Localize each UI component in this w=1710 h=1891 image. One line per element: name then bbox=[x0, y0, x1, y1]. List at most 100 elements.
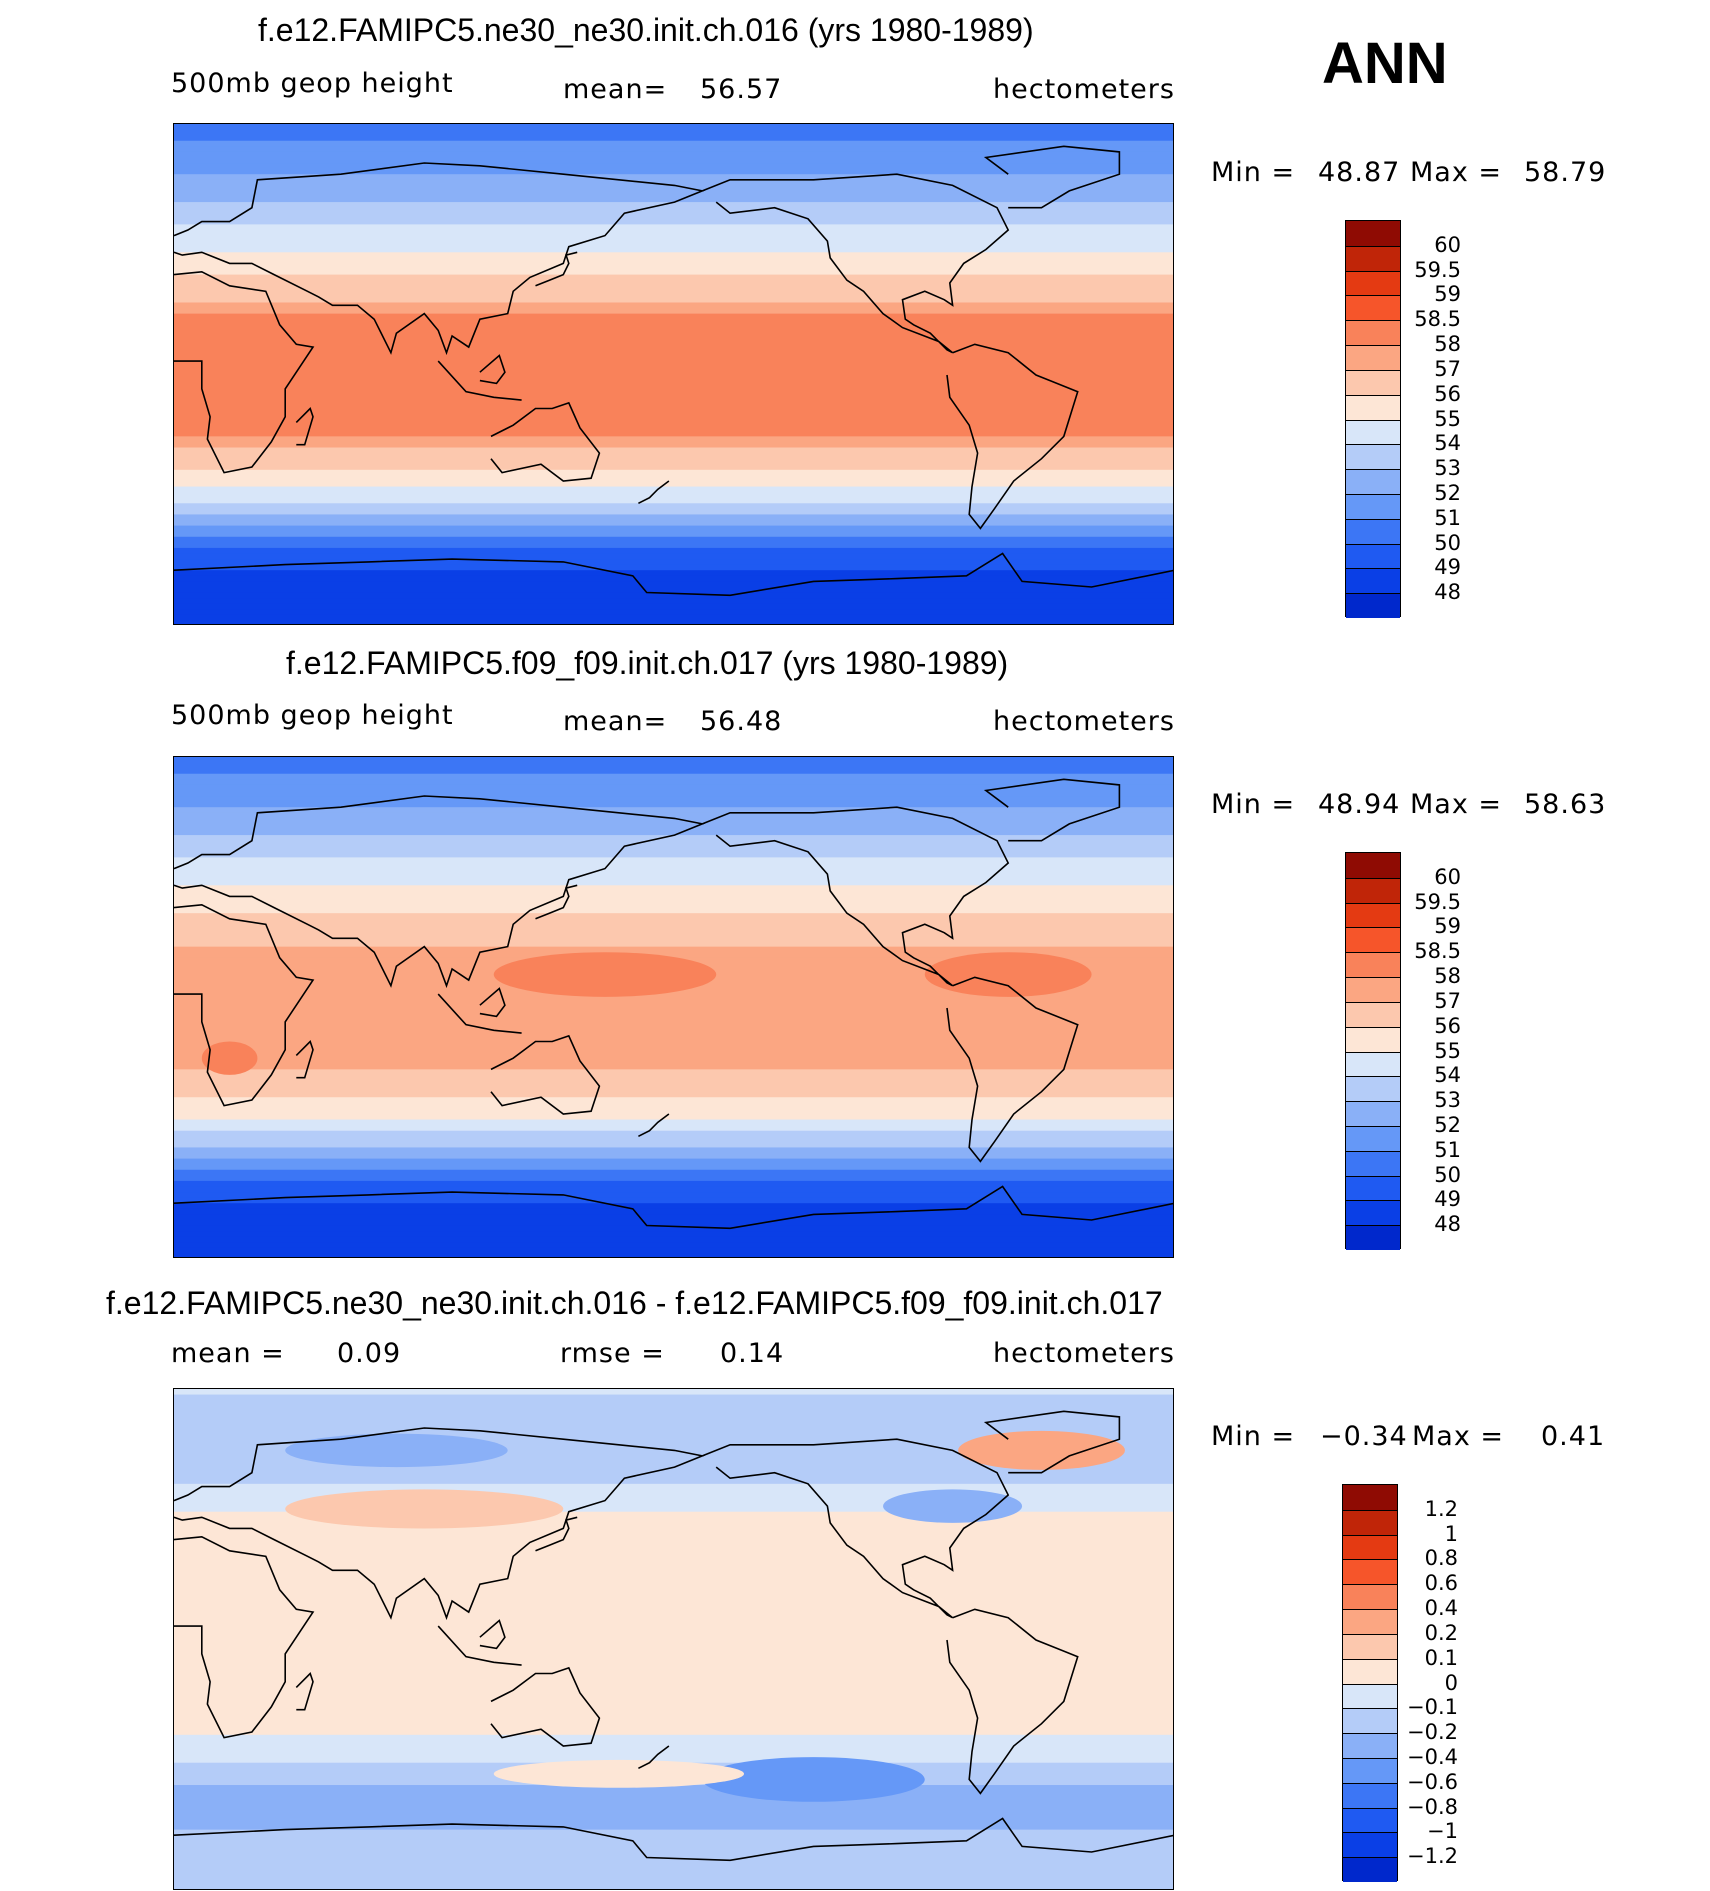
map-band bbox=[174, 380, 1173, 387]
map-band bbox=[174, 801, 1173, 808]
map-band bbox=[174, 762, 1173, 769]
map-band bbox=[174, 1439, 1173, 1446]
colorbar-tick-label: 52 bbox=[1434, 1112, 1461, 1137]
coastline bbox=[702, 1438, 1010, 1619]
map-band bbox=[174, 620, 1173, 624]
map-band bbox=[174, 441, 1173, 449]
map-band bbox=[174, 1851, 1173, 1859]
map-band bbox=[174, 425, 1173, 432]
colorbar-cell bbox=[1343, 1757, 1397, 1783]
colorbar-cell bbox=[1346, 493, 1400, 519]
map-band bbox=[174, 818, 1173, 825]
map-band bbox=[174, 129, 1173, 136]
colorbar-tick-label: 59.5 bbox=[1414, 889, 1461, 914]
map-band bbox=[174, 1500, 1173, 1507]
coastline bbox=[174, 795, 706, 989]
map-anomaly bbox=[702, 1757, 925, 1802]
map-band bbox=[174, 235, 1173, 242]
map-band bbox=[174, 570, 1173, 577]
map-band bbox=[174, 1225, 1173, 1232]
map-band bbox=[174, 1091, 1173, 1098]
colorbar-tick-label: 58 bbox=[1434, 964, 1461, 989]
map-band bbox=[174, 330, 1173, 337]
map-band bbox=[174, 1035, 1173, 1043]
colorbar-tick-label: 1.2 bbox=[1424, 1496, 1458, 1521]
coastline bbox=[174, 1185, 1173, 1230]
colorbar-tick-label: 59 bbox=[1434, 282, 1461, 307]
colorbar-tick-label: 59.5 bbox=[1414, 257, 1461, 282]
panel-3-map bbox=[173, 1388, 1174, 1890]
map-band bbox=[174, 492, 1173, 499]
map-band bbox=[174, 1394, 1173, 1401]
map-band bbox=[174, 508, 1173, 516]
colorbar-tick-label: 0.4 bbox=[1424, 1596, 1458, 1621]
map-band bbox=[174, 1197, 1173, 1204]
map-band bbox=[174, 1567, 1173, 1574]
map-band bbox=[174, 1008, 1173, 1015]
map-band bbox=[174, 296, 1173, 304]
map-band bbox=[174, 1534, 1173, 1541]
panel-1-map-svg bbox=[174, 124, 1173, 624]
panel-2-map bbox=[173, 756, 1174, 1258]
map-band bbox=[174, 768, 1173, 775]
map-band bbox=[174, 564, 1173, 571]
map-band bbox=[174, 1455, 1173, 1463]
map-band bbox=[174, 547, 1173, 555]
colorbar-cell bbox=[1346, 444, 1400, 470]
map-band bbox=[174, 913, 1173, 920]
map-band bbox=[174, 1651, 1173, 1658]
map-band bbox=[174, 436, 1173, 443]
map-band bbox=[174, 829, 1173, 836]
colorbar-tick-label: 55 bbox=[1434, 406, 1461, 431]
panel-3-map-svg bbox=[174, 1389, 1173, 1889]
map-band bbox=[174, 874, 1173, 881]
coastline bbox=[983, 1410, 1121, 1474]
colorbar-cell bbox=[1346, 543, 1400, 569]
map-band bbox=[174, 1231, 1173, 1238]
panel-3-mean-value: 0.09 bbox=[337, 1338, 402, 1369]
map-band bbox=[174, 151, 1173, 159]
map-band bbox=[174, 553, 1173, 560]
map-anomaly bbox=[285, 1433, 508, 1468]
map-band bbox=[174, 1108, 1173, 1115]
map-band bbox=[174, 1812, 1173, 1820]
coastline bbox=[479, 354, 506, 385]
colorbar-cell bbox=[1343, 1609, 1397, 1634]
map-band bbox=[174, 447, 1173, 454]
colorbar-cell bbox=[1346, 1225, 1400, 1250]
map-band bbox=[174, 790, 1173, 797]
colorbar-cell bbox=[1343, 1832, 1397, 1858]
map-band bbox=[174, 1679, 1173, 1686]
coastline bbox=[437, 1625, 522, 1666]
map-band bbox=[174, 1002, 1173, 1009]
map-band bbox=[174, 363, 1173, 371]
colorbar-cell bbox=[1346, 1076, 1400, 1102]
map-band bbox=[174, 1411, 1173, 1418]
colorbar-cell bbox=[1346, 1051, 1400, 1077]
panel-2-title: f.e12.FAMIPC5.f09_f09.init.ch.017 (yrs 1… bbox=[286, 645, 1009, 681]
colorbar-cell bbox=[1343, 1509, 1397, 1535]
map-band bbox=[174, 1030, 1173, 1037]
colorbar-tick-label: 52 bbox=[1434, 480, 1461, 505]
map-band bbox=[174, 1745, 1173, 1753]
map-band bbox=[174, 397, 1173, 404]
map-band bbox=[174, 941, 1173, 948]
map-band bbox=[174, 1058, 1173, 1065]
map-band bbox=[174, 207, 1173, 214]
panel-2-mean-label: mean= bbox=[563, 706, 668, 737]
map-band bbox=[174, 391, 1173, 398]
map-band bbox=[174, 1478, 1173, 1485]
coastline bbox=[702, 173, 1010, 354]
map-band bbox=[174, 386, 1173, 393]
colorbar-cell bbox=[1343, 1733, 1397, 1758]
map-band bbox=[174, 902, 1173, 909]
coastline bbox=[946, 1608, 1079, 1795]
colorbar-tick-label: 60 bbox=[1434, 232, 1461, 257]
map-band bbox=[174, 1673, 1173, 1680]
colorbar-cell bbox=[1346, 1026, 1400, 1052]
map-band bbox=[174, 1517, 1173, 1524]
map-band bbox=[174, 1612, 1173, 1619]
map-band bbox=[174, 614, 1173, 622]
map-band bbox=[174, 885, 1173, 892]
colorbar-tick-label: 58 bbox=[1434, 332, 1461, 357]
